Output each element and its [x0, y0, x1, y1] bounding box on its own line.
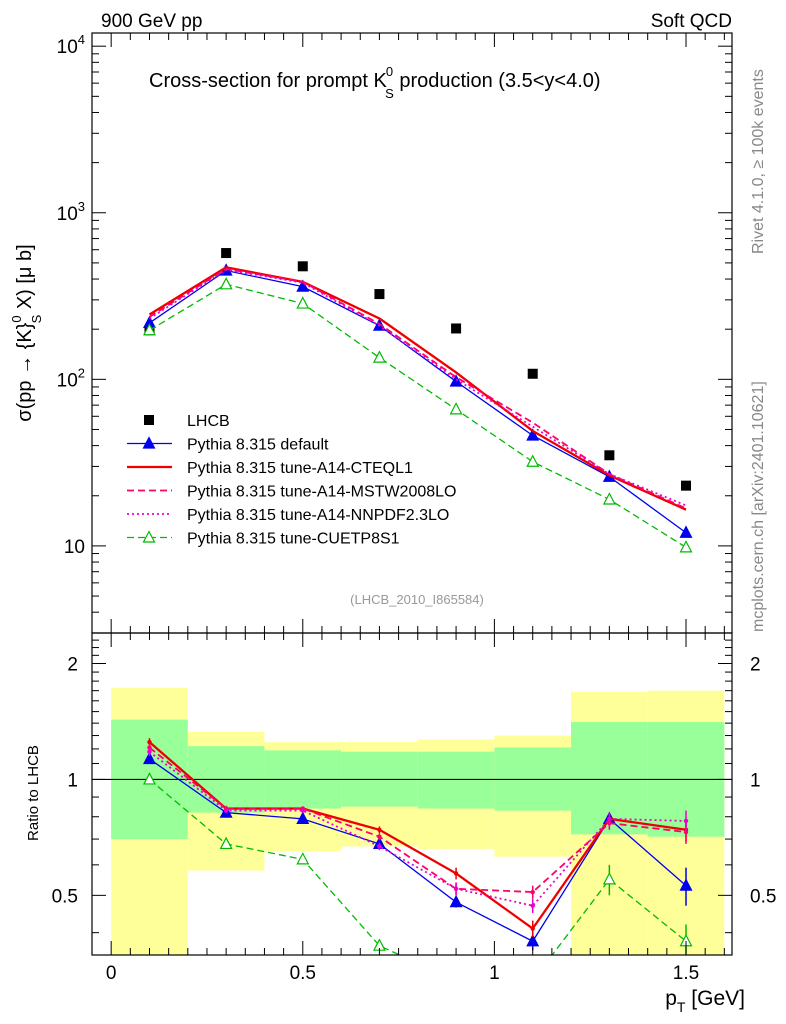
ratio-dot-s3-5: [530, 903, 535, 908]
main-point-s0-3: [374, 289, 385, 300]
legend-label-1: Pythia 8.315 default: [187, 437, 329, 454]
main-point-s1-2: [296, 279, 310, 292]
ratio-dot-s1-4: [453, 871, 459, 876]
main-ytick-label-0: 10: [64, 537, 85, 558]
main-series-layer: [142, 248, 693, 553]
main-point-s0-5: [527, 368, 538, 379]
main-line-series-2: [148, 266, 687, 511]
main-ytick-label-2: 103: [57, 199, 85, 225]
ratio-point-s4-4: [451, 975, 462, 986]
ratio-frame: [91, 632, 733, 956]
ratio-point-s4-6: [602, 872, 616, 885]
ratio-dot-s3-1: [223, 808, 229, 813]
main-ylabel: σ(pp → {K}0 S X) [μ b]: [9, 244, 44, 421]
legend-label-2: Pythia 8.315 tune-A14-CTEQL1: [187, 460, 413, 477]
ratio-ytick-label-right-1: 1: [750, 770, 761, 791]
ratio-xtick-label-2: 1: [489, 963, 500, 984]
main-title: Cross-section for prompt K0 S production …: [149, 64, 601, 101]
main-point-s0-7: [681, 480, 692, 491]
ratio-ylabel: Ratio to LHCB: [25, 745, 42, 841]
main-point-s1-7: [679, 525, 693, 538]
analysis-watermark: (LHCB_2010_I865584): [350, 592, 484, 607]
main-point-s5-1: [219, 277, 233, 290]
main-point-s5-7: [679, 540, 693, 553]
band-1sigma-4: [417, 751, 495, 809]
collision-label: 900 GeV pp: [101, 11, 202, 32]
main-point-s0-6: [604, 450, 615, 461]
ratio-ytick-label-right-2: 2: [750, 654, 761, 675]
main-line-series-3: [149, 267, 687, 510]
ratio-dot-s2-5: [530, 889, 535, 895]
main-point-s1-5: [526, 428, 540, 441]
ratio-point-s4-0: [142, 772, 156, 785]
main-point-s1-4: [449, 374, 463, 387]
legend-marker-5: [142, 530, 156, 543]
main-ytick-label-3: 104: [57, 32, 85, 58]
ratio-dot-s3-7: [683, 818, 689, 824]
ratio-dot-s3-0: [147, 749, 152, 754]
main-point-s5-4: [449, 402, 463, 415]
legend-marker-1: [142, 436, 156, 449]
legend-label-5: Pythia 8.315 tune-CUETP8S1: [187, 531, 400, 548]
ratio-point-s0-7: [679, 878, 693, 891]
ratio-dot-s1-5: [530, 926, 535, 931]
legend-label-0: LHCB: [187, 413, 230, 430]
ratio-ytick-label-left-2: 2: [67, 654, 78, 675]
main-point-s5-3: [372, 350, 386, 363]
ratio-dot-s3-2: [300, 808, 305, 813]
legend-label-3: Pythia 8.315 tune-A14-MSTW2008LO: [187, 484, 456, 501]
mcplots-label: mcplots.cern.ch [arXiv:2401.10621]: [750, 381, 767, 632]
main-point-s0-2: [297, 261, 308, 272]
uncertainty-bands: [111, 687, 725, 955]
main-point-s0-1: [221, 248, 232, 259]
ratio-dot-s3-4: [453, 886, 459, 891]
ratio-point-s0-0: [142, 751, 156, 765]
ratio-point-s4-5: [527, 975, 538, 986]
ratio-dot-s1-0: [147, 739, 152, 745]
process-label: Soft QCD: [651, 11, 732, 32]
main-line-series-4: [149, 268, 687, 507]
ratio-ytick-label-left-1: 1: [67, 770, 78, 791]
axes-layer: 10 102 103 104 0 0.5 1 1.5 0.5 0.5 1 1 2 2: [52, 32, 777, 984]
ratio-ytick-label-left-0: 0.5: [52, 886, 78, 907]
main-line-series-5: [149, 283, 687, 548]
ratio-dot-s2-3: [377, 834, 382, 839]
rivet-version-label: Rivet 4.1.0, ≥ 100k events: [750, 69, 767, 254]
ratio-line-series-2: [148, 746, 687, 893]
legend-label-4: Pythia 8.315 tune-A14-NNPDF2.3LO: [187, 507, 449, 524]
main-point-s0-4: [451, 323, 462, 334]
main-point-s5-0: [142, 322, 156, 336]
ratio-series-layer: [92, 738, 732, 986]
ratio-line-series-4: [149, 778, 687, 955]
ratio-dot-s3-6: [607, 816, 612, 822]
ratio-dot-s3-3: [377, 844, 382, 849]
main-point-s5-5: [526, 454, 540, 467]
ratio-ytick-label-right-0: 0.5: [750, 886, 776, 907]
ratio-point-s0-2: [296, 811, 310, 824]
main-line-series-1: [149, 269, 687, 534]
ratio-dot-s1-3: [377, 827, 382, 832]
legend-marker-0: [144, 415, 154, 425]
ratio-xtick-label-3: 1.5: [673, 963, 699, 984]
x-axis-label: pT [GeV]: [665, 987, 745, 1015]
ratio-line-series-0: [149, 758, 687, 943]
ratio-point-s4-2: [296, 852, 310, 865]
main-point-s5-2: [296, 296, 310, 309]
ratio-line-series-3: [148, 751, 687, 907]
main-ytick-label-1: 102: [57, 365, 85, 391]
ratio-xtick-label-1: 0.5: [290, 963, 316, 984]
ratio-point-s4-1: [219, 836, 233, 850]
main-point-s5-6: [602, 492, 616, 505]
legend: LHCB Pythia 8.315 default Pythia 8.315 tun…: [127, 413, 456, 548]
ratio-point-s0-4: [449, 894, 463, 908]
ratio-point-s0-5: [526, 933, 540, 947]
ratio-xtick-label-0: 0: [106, 963, 117, 984]
